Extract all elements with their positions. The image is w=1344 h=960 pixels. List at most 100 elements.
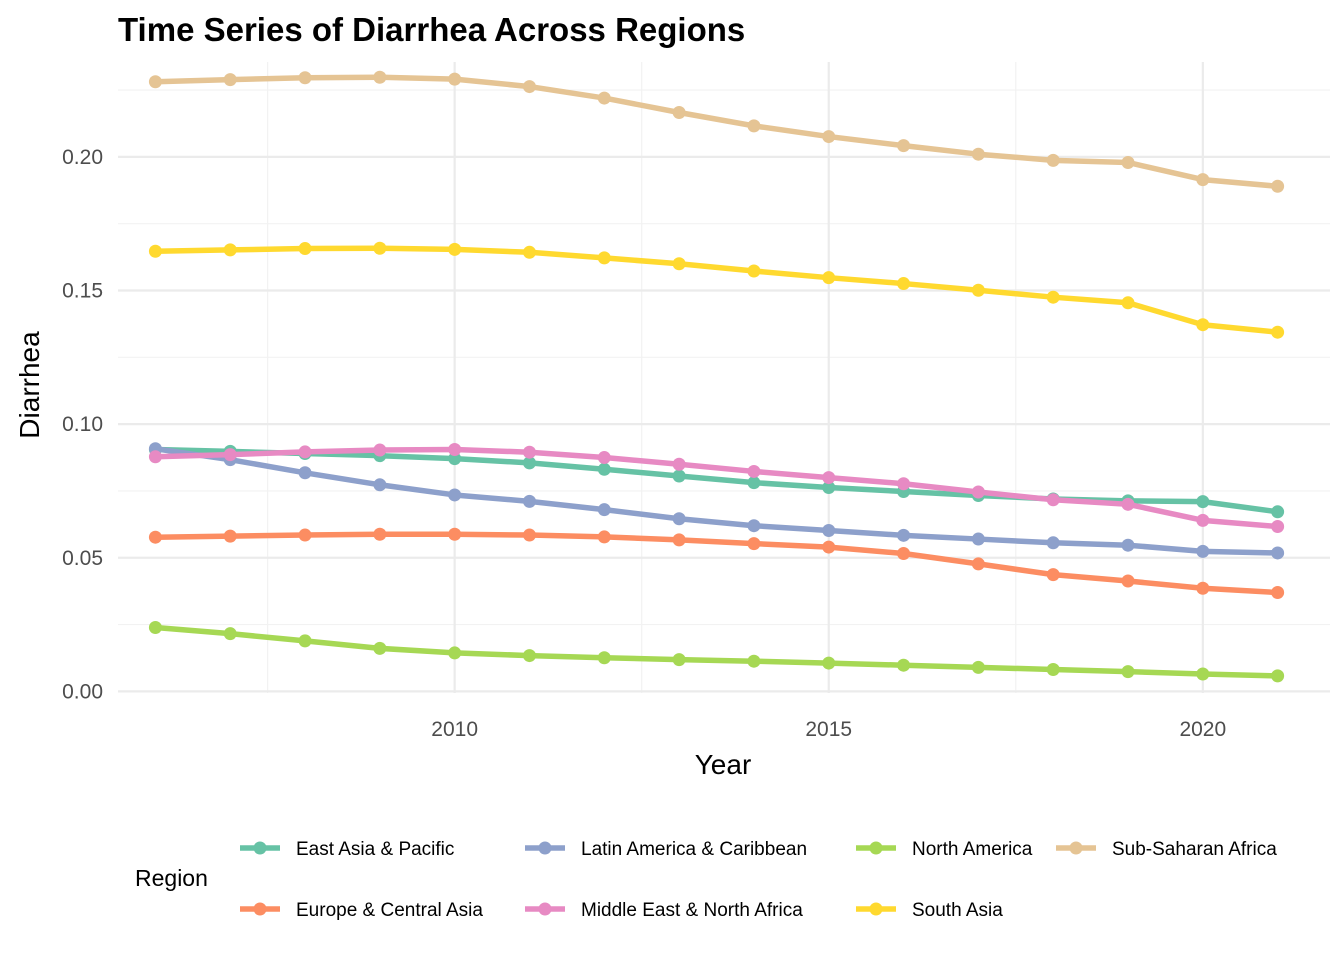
x-axis: 2010 2015 2020 xyxy=(431,718,1226,741)
data-point xyxy=(672,653,686,667)
data-point xyxy=(672,257,686,271)
data-point xyxy=(971,485,985,499)
data-point xyxy=(373,241,387,255)
legend-item: North America xyxy=(856,839,1033,860)
data-point xyxy=(897,658,911,672)
y-axis: 0.00 0.05 0.10 0.15 0.20 xyxy=(62,146,103,704)
data-point xyxy=(822,480,836,494)
data-point xyxy=(747,119,761,133)
data-point xyxy=(597,451,611,465)
data-point xyxy=(1271,519,1285,533)
data-point xyxy=(522,456,536,470)
series xyxy=(148,621,1285,683)
data-point xyxy=(822,524,836,538)
data-point xyxy=(298,445,312,459)
data-point xyxy=(298,71,312,85)
data-point xyxy=(522,649,536,663)
data-point xyxy=(822,130,836,144)
data-point xyxy=(672,469,686,483)
x-tick-label: 2010 xyxy=(431,718,478,741)
data-point xyxy=(223,627,237,641)
data-point xyxy=(448,488,462,502)
data-point xyxy=(148,75,162,89)
legend-label: North America xyxy=(912,839,1033,860)
data-point xyxy=(971,557,985,571)
data-point xyxy=(522,80,536,94)
legend-label: Middle East & North Africa xyxy=(581,900,803,921)
data-point xyxy=(373,478,387,492)
data-point xyxy=(672,512,686,526)
legend-item: Latin America & Caribbean xyxy=(525,839,807,860)
data-point xyxy=(148,450,162,464)
x-tick-label: 2020 xyxy=(1179,718,1226,741)
data-point xyxy=(373,70,387,84)
data-point xyxy=(1046,536,1060,550)
series-line xyxy=(152,245,1281,335)
data-point xyxy=(1046,153,1060,167)
data-point xyxy=(597,651,611,665)
data-point xyxy=(822,540,836,554)
data-point xyxy=(597,462,611,476)
data-point xyxy=(747,654,761,668)
data-point xyxy=(971,532,985,546)
y-axis-title: Diarrhea xyxy=(14,331,45,439)
data-point xyxy=(148,244,162,258)
data-point xyxy=(298,634,312,648)
data-point xyxy=(747,476,761,490)
data-point xyxy=(897,139,911,153)
data-point xyxy=(971,147,985,161)
data-point xyxy=(223,529,237,543)
data-point xyxy=(597,91,611,105)
data-point xyxy=(1271,669,1285,683)
data-point xyxy=(747,464,761,478)
data-point xyxy=(448,443,462,457)
data-point xyxy=(1196,173,1210,187)
data-point xyxy=(298,466,312,480)
data-point xyxy=(822,471,836,485)
y-tick-label: 0.15 xyxy=(62,280,103,303)
series-line xyxy=(152,446,1281,530)
data-point xyxy=(1121,574,1135,588)
legend-item: Sub-Saharan Africa xyxy=(1056,839,1277,860)
legend-title: Region xyxy=(135,865,208,891)
legend-label: Latin America & Caribbean xyxy=(581,839,807,860)
legend-swatch-point xyxy=(538,902,552,916)
legend-swatch-point xyxy=(538,841,552,855)
legend-label: Europe & Central Asia xyxy=(296,900,483,921)
y-tick-label: 0.05 xyxy=(62,547,103,570)
series-layer xyxy=(148,70,1285,683)
legend-item: East Asia & Pacific xyxy=(240,839,454,860)
data-point xyxy=(522,245,536,259)
data-point xyxy=(971,283,985,297)
data-point xyxy=(223,448,237,462)
data-point xyxy=(747,519,761,533)
legend-items: East Asia & Pacific Europe & Central Asia… xyxy=(240,839,1277,921)
data-point xyxy=(1196,513,1210,527)
data-point xyxy=(1271,505,1285,519)
data-point xyxy=(1121,296,1135,310)
data-point xyxy=(1046,493,1060,507)
legend-swatch-point xyxy=(253,841,267,855)
data-point xyxy=(1196,495,1210,509)
chart-title: Time Series of Diarrhea Across Regions xyxy=(118,11,745,48)
data-point xyxy=(1121,497,1135,511)
series-line xyxy=(152,445,1281,556)
data-point xyxy=(897,277,911,291)
data-point xyxy=(223,73,237,87)
data-point xyxy=(897,477,911,491)
data-point xyxy=(672,106,686,120)
legend-item: South Asia xyxy=(856,900,1003,921)
data-point xyxy=(672,533,686,547)
data-point xyxy=(1121,665,1135,679)
data-point xyxy=(747,264,761,278)
data-point xyxy=(597,251,611,265)
legend-swatch-point xyxy=(869,841,883,855)
data-point xyxy=(822,271,836,285)
legend-label: South Asia xyxy=(912,900,1003,921)
y-tick-label: 0.00 xyxy=(62,680,103,703)
data-point xyxy=(1046,290,1060,304)
data-point xyxy=(298,242,312,256)
data-point xyxy=(373,527,387,541)
y-tick-label: 0.10 xyxy=(62,413,103,436)
